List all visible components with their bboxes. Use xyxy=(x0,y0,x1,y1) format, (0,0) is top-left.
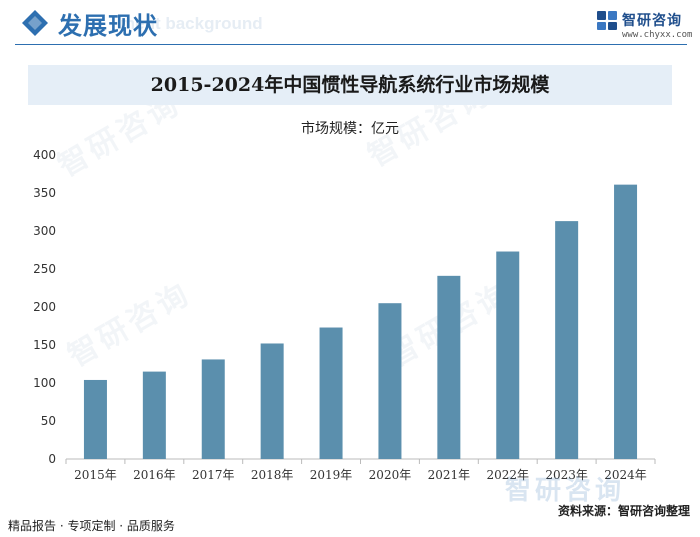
footer-tagline: 精品报告 · 专项定制 · 品质服务 xyxy=(8,519,175,533)
bar-2015年 xyxy=(83,379,107,459)
bar-2022年 xyxy=(496,251,520,459)
bar-2017年 xyxy=(201,359,225,459)
y-tick-label: 350 xyxy=(33,186,56,200)
y-tick-label: 100 xyxy=(33,376,56,390)
y-axis-unit-label: 市场规模：亿元 xyxy=(301,121,399,137)
y-tick-label: 200 xyxy=(33,300,56,314)
bar-2024年 xyxy=(614,184,638,459)
y-tick-label: 150 xyxy=(33,338,56,352)
x-tick-label: 2018年 xyxy=(251,468,294,482)
bar-2019年 xyxy=(319,327,343,459)
x-tick-label: 2020年 xyxy=(369,468,412,482)
source-note: 资料来源：智研咨询整理 xyxy=(557,504,690,518)
x-tick-label: 2021年 xyxy=(428,468,471,482)
header-divider xyxy=(15,44,687,45)
bar-2018年 xyxy=(260,343,284,459)
chart-title: 2015-2024年中国惯性导航系统行业市场规模 xyxy=(150,74,550,96)
brand-name: 智研咨询 xyxy=(622,13,682,29)
brand-logo: 智研咨询 www.chyxx.com xyxy=(596,9,696,43)
x-tick-label: 2024年 xyxy=(604,468,647,482)
header: ment background 发展现状 智研咨询 www.chyxx.com xyxy=(0,0,700,46)
x-tick-label: 2017年 xyxy=(192,468,235,482)
header-subtitle: ment background xyxy=(120,14,263,33)
y-tick-label: 400 xyxy=(33,148,56,162)
y-tick-label: 300 xyxy=(33,224,56,238)
brand-url: www.chyxx.com xyxy=(622,30,693,40)
x-tick-label: 2022年 xyxy=(486,468,529,482)
chart-title-banner: 2015-2024年中国惯性导航系统行业市场规模 xyxy=(28,65,672,105)
y-tick-label: 250 xyxy=(33,262,56,276)
x-tick-label: 2016年 xyxy=(133,468,176,482)
y-tick-label: 50 xyxy=(41,414,56,428)
x-tick-label: 2023年 xyxy=(545,468,588,482)
y-tick-label: 0 xyxy=(48,452,56,466)
bar-2016年 xyxy=(142,371,166,459)
bar-2021年 xyxy=(437,275,461,459)
bar-2020年 xyxy=(378,303,402,459)
diamond-icon xyxy=(22,10,48,36)
x-tick-label: 2019年 xyxy=(310,468,353,482)
page-title: 发展现状 xyxy=(58,12,158,40)
x-tick-label: 2015年 xyxy=(74,468,117,482)
brand-logo-icon xyxy=(597,11,617,30)
bar-2023年 xyxy=(555,221,579,459)
footer-brand-watermark: 智研咨询 xyxy=(505,476,626,506)
